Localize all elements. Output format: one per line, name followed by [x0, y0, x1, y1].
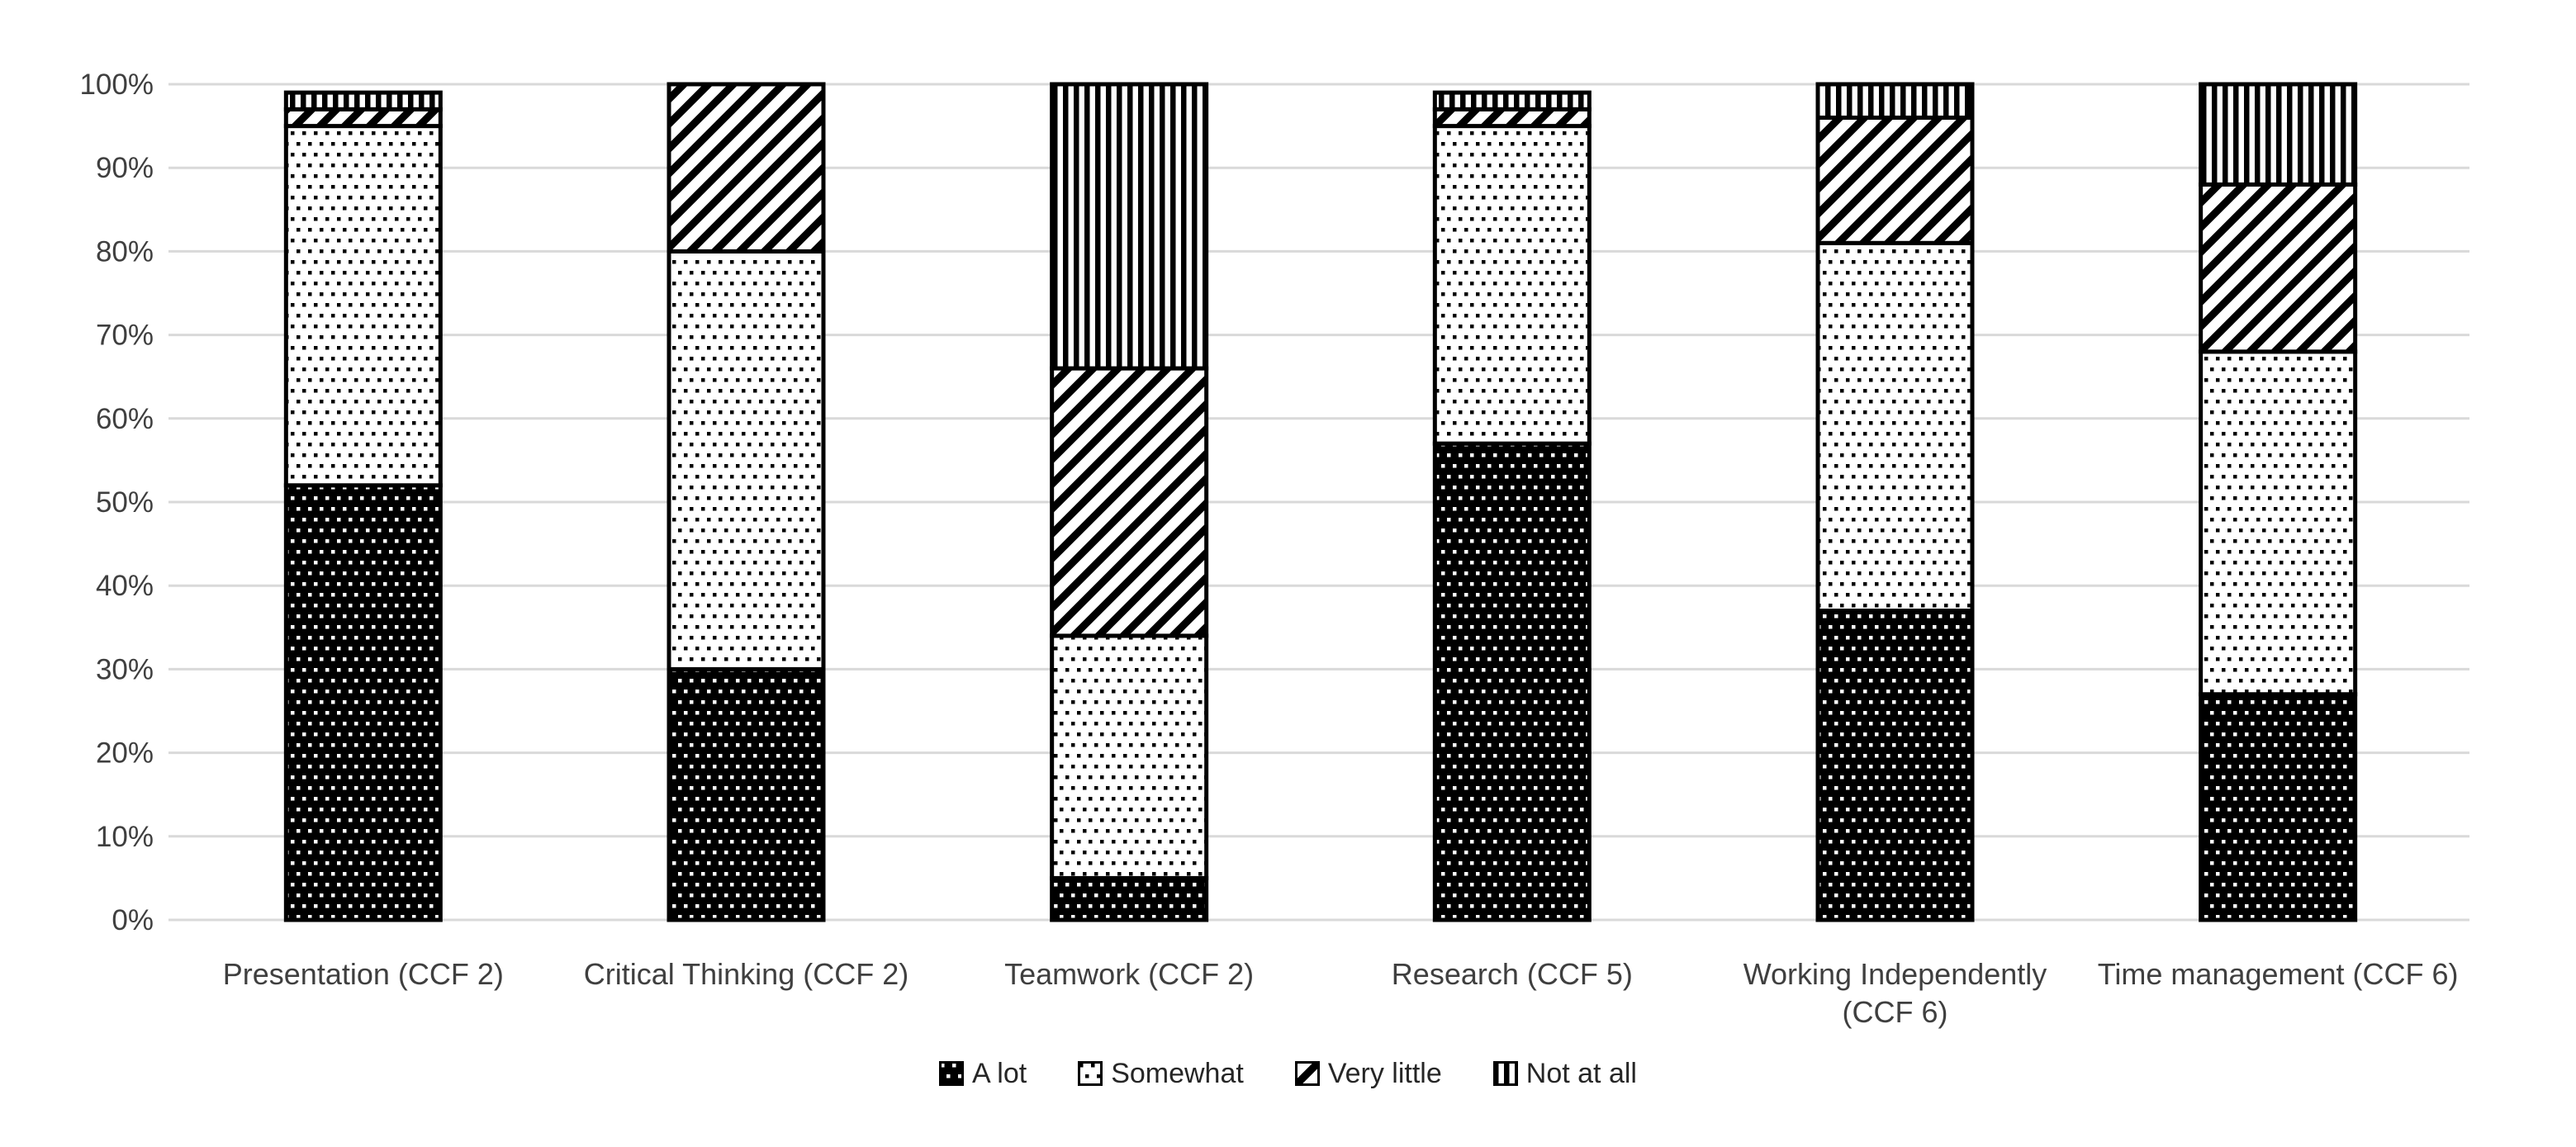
- bar-segment: [1432, 124, 1592, 446]
- x-category-label: Research (CCF 5): [1392, 957, 1633, 991]
- legend-label: Not at all: [1525, 1057, 1637, 1089]
- bar-segment: [1050, 875, 1209, 922]
- bar-segment: [2199, 349, 2358, 697]
- bar-segment: [283, 107, 443, 129]
- x-category-label: Teamwork (CCF 2): [1004, 957, 1254, 991]
- bar-segment: [1432, 107, 1592, 129]
- legend-item-somewhat: Somewhat: [1078, 1058, 1244, 1090]
- bar-segment: [1050, 366, 1209, 638]
- x-category-label: Critical Thinking (CCF 2): [584, 957, 908, 991]
- bar-segment: [667, 82, 826, 254]
- y-tick-label: 20%: [96, 737, 154, 770]
- y-tick-label: 30%: [96, 653, 154, 685]
- bar-segment: [1432, 90, 1592, 111]
- y-tick-label: 90%: [96, 152, 154, 184]
- bar-segment: [1050, 82, 1209, 371]
- bar-segment: [283, 90, 443, 111]
- y-tick-label: 40%: [96, 570, 154, 602]
- y-tick-label: 100%: [79, 69, 154, 101]
- x-axis-category-labels: Presentation (CCF 2) Critical Thinking (C…: [223, 957, 2459, 1029]
- x-category-label: Working Independently: [1743, 957, 2047, 991]
- bar-segment: [667, 666, 826, 922]
- legend-swatch-black-white-dots: [939, 1061, 965, 1086]
- bar-series: [283, 82, 2358, 922]
- y-tick-label: 50%: [96, 486, 154, 519]
- legend-label: Very little: [1327, 1057, 1442, 1089]
- bar-segment: [1432, 441, 1592, 922]
- y-tick-label: 70%: [96, 320, 154, 352]
- bar-segment: [283, 483, 443, 922]
- bar-segment: [1815, 82, 1975, 120]
- y-tick-label: 80%: [96, 235, 154, 268]
- x-category-label: Presentation (CCF 2): [223, 957, 504, 991]
- x-category-label: (CCF 6): [1843, 995, 1948, 1029]
- bar-segment: [667, 249, 826, 671]
- y-tick-label: 0%: [111, 904, 154, 936]
- legend-swatch-white-black-dots: [1078, 1061, 1103, 1086]
- legend-label: Somewhat: [1111, 1057, 1244, 1089]
- bar-segment: [1050, 633, 1209, 880]
- bar-segment: [1815, 609, 1975, 922]
- legend-swatch-diagonal-hatch: [1294, 1061, 1320, 1086]
- bar-segment: [2199, 182, 2358, 354]
- bar-segment: [2199, 692, 2358, 922]
- y-tick-label: 60%: [96, 403, 154, 435]
- legend-item-very-little: Very little: [1294, 1057, 1442, 1090]
- bar-segment: [283, 124, 443, 488]
- bar-segment: [1815, 115, 1975, 245]
- gridlines: [168, 83, 2469, 922]
- bar-segment: [1815, 240, 1975, 614]
- bar-segment: [2199, 82, 2358, 187]
- x-category-label: Time management (CCF 6): [2098, 957, 2459, 991]
- legend-item-not-at-all: Not at all: [1492, 1057, 1637, 1090]
- chart-legend: A lot Somewhat Very little Not at all: [0, 1054, 2576, 1093]
- legend-item-a-lot: A lot: [939, 1058, 1027, 1090]
- y-axis-tick-labels: 0% 10% 20% 30% 40% 50% 60% 70% 80% 90% 100%: [79, 69, 154, 936]
- y-tick-label: 10%: [96, 821, 154, 853]
- legend-swatch-vertical-stripes: [1492, 1061, 1518, 1086]
- legend-label: A lot: [972, 1057, 1027, 1089]
